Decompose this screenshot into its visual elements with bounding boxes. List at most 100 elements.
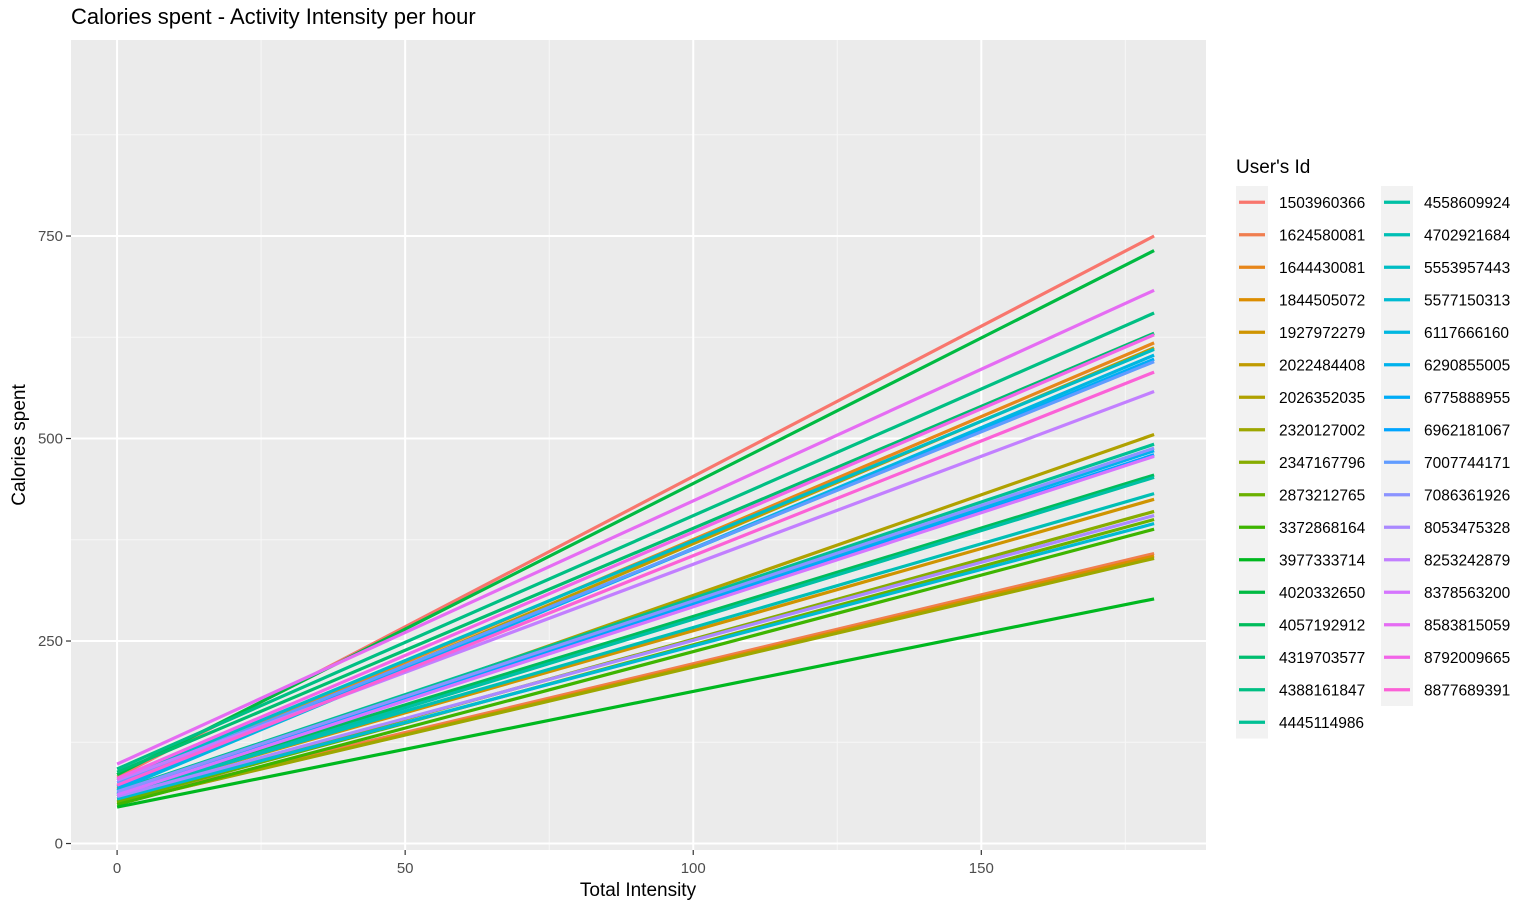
legend-label: 3372868164 bbox=[1279, 520, 1366, 537]
x-tick-label: 100 bbox=[681, 860, 706, 877]
legend-item: 4020332650 bbox=[1239, 585, 1366, 602]
legend-item: 8583815059 bbox=[1384, 617, 1510, 634]
legend-item: 2026352035 bbox=[1239, 390, 1365, 407]
y-tick-label: 0 bbox=[55, 836, 63, 853]
legend-label: 8378563200 bbox=[1424, 585, 1511, 602]
legend-label: 7086361926 bbox=[1424, 487, 1510, 504]
legend-item: 4319703577 bbox=[1239, 650, 1365, 667]
legend-item: 4388161847 bbox=[1239, 682, 1365, 699]
legend-item: 4057192912 bbox=[1239, 617, 1365, 634]
legend-label: 8253242879 bbox=[1424, 552, 1510, 569]
legend-label: 2022484408 bbox=[1279, 357, 1365, 374]
legend-label: 6290855005 bbox=[1424, 357, 1510, 374]
legend-label: 8053475328 bbox=[1424, 520, 1510, 537]
legend-label: 6775888955 bbox=[1424, 390, 1510, 407]
legend-item: 6962181067 bbox=[1384, 422, 1510, 439]
series-line-7007744171 bbox=[116, 360, 1155, 785]
legend-item: 8253242879 bbox=[1384, 552, 1510, 569]
series-line-8583815059 bbox=[116, 288, 1155, 766]
series-line-5553957443 bbox=[116, 347, 1155, 782]
x-axis: 0 50 100 150 bbox=[113, 850, 994, 877]
legend-item: 2022484408 bbox=[1239, 357, 1365, 374]
series-line-5577150313 bbox=[116, 522, 1155, 801]
series-line-8877689391 bbox=[116, 370, 1155, 787]
y-tick-label: 500 bbox=[38, 431, 63, 448]
legend-item: 3977333714 bbox=[1239, 552, 1366, 569]
series-line-8053475328 bbox=[116, 513, 1155, 799]
legend-item: 6117666160 bbox=[1384, 325, 1509, 342]
legend-label: 4057192912 bbox=[1279, 617, 1365, 634]
legend-label: 2320127002 bbox=[1279, 422, 1365, 439]
legend-label: 1503960366 bbox=[1279, 195, 1365, 212]
legend-item: 1624580081 bbox=[1239, 227, 1365, 244]
series-line-7086361926 bbox=[116, 446, 1155, 794]
legend-item: 4445114986 bbox=[1239, 715, 1364, 732]
legend-item: 1844505072 bbox=[1239, 292, 1365, 309]
plot-panel bbox=[71, 40, 1206, 850]
legend-item: 5577150313 bbox=[1384, 292, 1510, 309]
y-tick-label: 250 bbox=[38, 633, 63, 650]
legend-label: 1927972279 bbox=[1279, 325, 1365, 342]
legend-items: 1503960366 1624580081 1644430081 1844505072… bbox=[1236, 186, 1511, 739]
series-line-4020332650 bbox=[116, 249, 1155, 777]
legend-label: 2347167796 bbox=[1279, 455, 1365, 472]
legend-item: 6775888955 bbox=[1384, 390, 1510, 407]
series-line-3977333714 bbox=[116, 597, 1155, 809]
legend-item: 6290855005 bbox=[1384, 357, 1510, 374]
legend-item: 8877689391 bbox=[1384, 682, 1510, 699]
legend-label: 2026352035 bbox=[1279, 390, 1365, 407]
x-tick-label: 50 bbox=[397, 860, 414, 877]
series-line-4702921684 bbox=[116, 492, 1155, 797]
legend-item: 1644430081 bbox=[1239, 260, 1365, 277]
series-line-8792009665 bbox=[116, 333, 1155, 781]
legend-item: 8378563200 bbox=[1384, 585, 1511, 602]
legend-label: 6962181067 bbox=[1424, 422, 1510, 439]
legend-title: User's Id bbox=[1236, 157, 1310, 178]
legend-item: 8053475328 bbox=[1384, 520, 1510, 537]
series-line-4319703577 bbox=[116, 331, 1155, 774]
legend-label: 4388161847 bbox=[1279, 682, 1365, 699]
panel-background bbox=[71, 40, 1206, 850]
series-line-4388161847 bbox=[116, 311, 1155, 771]
legend-label: 2873212765 bbox=[1279, 487, 1365, 504]
series-line-3372868164 bbox=[116, 527, 1155, 807]
legend-label: 4020332650 bbox=[1279, 585, 1366, 602]
legend-label: 5553957443 bbox=[1424, 260, 1510, 277]
legend-label: 4558609924 bbox=[1424, 195, 1511, 212]
legend-item: 2347167796 bbox=[1239, 455, 1365, 472]
legend-label: 1644430081 bbox=[1279, 260, 1365, 277]
x-tick-label: 150 bbox=[969, 860, 994, 877]
legend-item: 7086361926 bbox=[1384, 487, 1510, 504]
series-line-8378563200 bbox=[116, 454, 1155, 797]
series-lines bbox=[116, 234, 1155, 809]
grid-major bbox=[71, 40, 1206, 850]
y-axis-title: Calories spent bbox=[9, 384, 30, 506]
legend-label: 8877689391 bbox=[1424, 682, 1510, 699]
legend-label: 3977333714 bbox=[1279, 552, 1366, 569]
legend-label: 1624580081 bbox=[1279, 227, 1365, 244]
series-line-4057192912 bbox=[116, 473, 1155, 795]
legend-label: 1844505072 bbox=[1279, 292, 1365, 309]
legend-label: 8583815059 bbox=[1424, 617, 1510, 634]
legend-item: 2320127002 bbox=[1239, 422, 1365, 439]
legend-label: 4319703577 bbox=[1279, 650, 1365, 667]
legend-item: 3372868164 bbox=[1239, 520, 1366, 537]
legend-key-background bbox=[1381, 186, 1413, 706]
legend-item: 1503960366 bbox=[1239, 195, 1365, 212]
legend-item: 7007744171 bbox=[1384, 455, 1510, 472]
series-line-2320127002 bbox=[116, 556, 1155, 805]
x-tick-label: 0 bbox=[113, 860, 121, 877]
y-axis: 0 250 500 750 bbox=[38, 228, 71, 853]
legend-item: 8792009665 bbox=[1384, 650, 1510, 667]
legend-label: 7007744171 bbox=[1424, 455, 1510, 472]
legend-item: 4558609924 bbox=[1384, 195, 1511, 212]
legend-label: 4702921684 bbox=[1424, 227, 1511, 244]
legend-label: 5577150313 bbox=[1424, 292, 1510, 309]
legend-label: 4445114986 bbox=[1279, 715, 1364, 732]
legend-item: 5553957443 bbox=[1384, 260, 1510, 277]
y-tick-label: 750 bbox=[38, 228, 63, 245]
legend-label: 6117666160 bbox=[1424, 325, 1509, 342]
x-axis-title: Total Intensity bbox=[580, 880, 697, 901]
legend-item: 2873212765 bbox=[1239, 487, 1365, 504]
